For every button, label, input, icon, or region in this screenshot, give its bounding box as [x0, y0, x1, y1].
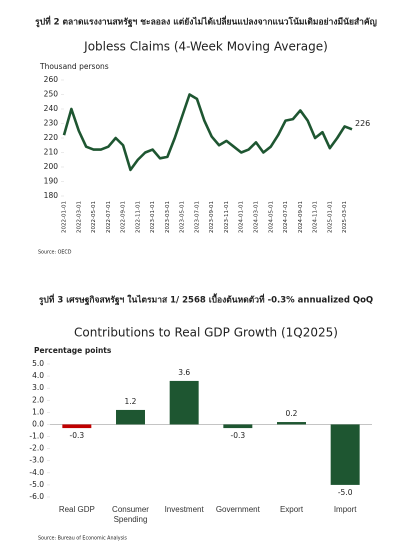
y-tick-label: 4.0	[32, 371, 44, 380]
chart-title: Contributions to Real GDP Growth (1Q2025…	[74, 326, 338, 340]
x-tick-label: 2022-09-01	[121, 201, 127, 233]
value-label: -0.3	[70, 431, 85, 440]
x-tick-label: Export	[279, 505, 304, 514]
y-tick-label: 180	[44, 191, 59, 200]
value-label: -0.3	[231, 431, 246, 440]
caption: รูปที่ 2 ตลาดแรงงานสหรัฐฯ ชะลอลง แต่ยังไ…	[35, 15, 377, 28]
x-tick-label: 2023-07-01	[194, 201, 200, 233]
x-tick-label: 2023-05-01	[180, 201, 186, 233]
x-tick-label: Investment	[164, 505, 204, 514]
bar	[116, 409, 145, 425]
x-tick-label: 2024-03-01	[254, 201, 260, 233]
y-tick-label: 2.0	[32, 395, 44, 404]
value-label: 0.2	[286, 409, 298, 418]
value-label: 3.6	[178, 368, 190, 377]
y-tick-label: 190	[44, 177, 59, 186]
x-tick-label: 2023-11-01	[224, 201, 230, 233]
y-tick-label: -5.0	[29, 480, 44, 489]
y-tick-label: 230	[44, 119, 59, 128]
x-tick-label: 2025-03-01	[342, 201, 348, 233]
y-tick-label: -3.0	[29, 456, 44, 465]
x-tick-label: 2022-07-01	[106, 201, 112, 233]
x-tick-label: 2022-03-01	[76, 201, 82, 233]
x-tick-label: Import	[333, 505, 357, 514]
x-tick-label: 2024-01-01	[239, 201, 245, 233]
x-tick-label: 2023-01-01	[150, 201, 156, 233]
x-tick-label: 2024-11-01	[313, 201, 319, 233]
x-tick-label: 2023-09-01	[209, 201, 215, 233]
y-tick-label: 220	[44, 133, 59, 142]
x-tick-label: 2023-03-01	[165, 201, 171, 233]
y-tick-label: 200	[44, 162, 59, 171]
y-tick-label: -1.0	[29, 432, 44, 441]
y-tick-label: 260	[44, 75, 59, 84]
x-tick-label: 2024-07-01	[283, 201, 289, 233]
x-tick-label: 2025-01-01	[327, 201, 333, 233]
bar	[330, 424, 360, 485]
x-tick-label: 2022-01-01	[62, 201, 68, 233]
x-tick-label: 2024-09-01	[298, 201, 304, 233]
value-label: -5.0	[338, 488, 353, 497]
y-tick-label: -2.0	[29, 444, 44, 453]
y-tick-label: 250	[44, 90, 59, 99]
data-line	[62, 93, 353, 172]
y-axis-label: Percentage points	[34, 346, 112, 355]
y-tick-label: 1.0	[32, 407, 44, 416]
caption: รูปที่ 3 เศรษฐกิจสหรัฐฯ ในไตรมาส 1/ 2568…	[39, 293, 373, 306]
bar	[62, 424, 92, 429]
y-axis-label: Thousand persons	[39, 62, 109, 71]
chart-title: Jobless Claims (4-Week Moving Average)	[83, 40, 328, 54]
bar	[223, 424, 253, 429]
y-tick-label: 210	[44, 148, 59, 157]
source-note: Source: Bureau of Economic Analysis	[38, 536, 127, 542]
x-tick-label: Real GDP	[58, 505, 95, 514]
value-label: 1.2	[125, 397, 137, 406]
bar	[277, 422, 306, 425]
y-tick-label: 3.0	[32, 383, 44, 392]
y-tick-label: -6.0	[29, 492, 44, 501]
end-value-label: 226	[355, 119, 370, 128]
y-tick-label: 0.0	[32, 419, 44, 428]
bar	[169, 380, 199, 425]
y-tick-label: -4.0	[29, 468, 44, 477]
y-tick-label: 240	[44, 104, 59, 113]
x-tick-label: Consumer Spending	[112, 505, 149, 524]
x-tick-label: 2024-05-01	[268, 201, 274, 233]
x-tick-label: Government	[215, 505, 260, 514]
y-tick-label: 5.0	[32, 359, 44, 368]
x-tick-label: 2022-05-01	[91, 201, 97, 233]
source-note: Source: OECD	[38, 250, 72, 256]
x-tick-label: 2022-11-01	[135, 201, 141, 233]
